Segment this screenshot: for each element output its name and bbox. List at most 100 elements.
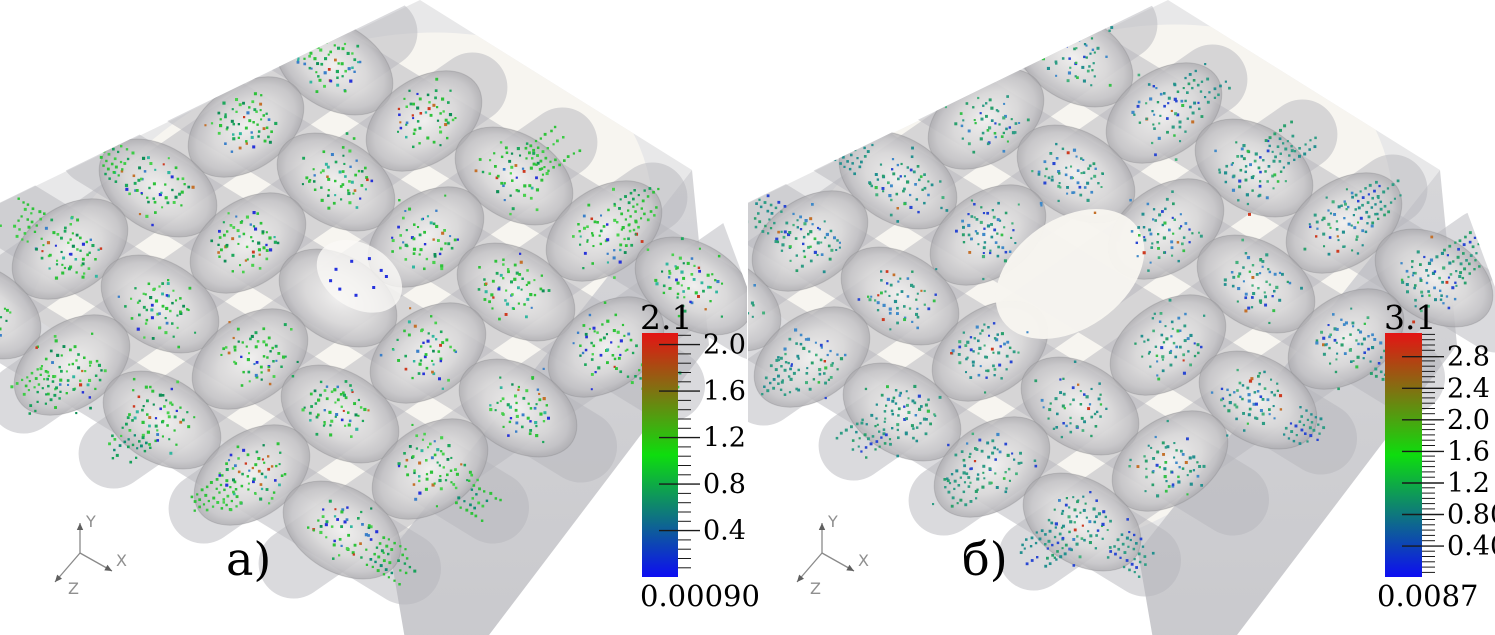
glyph-dot [540, 167, 544, 170]
glyph-dot [474, 514, 478, 518]
glyph-dot [328, 410, 332, 414]
glyph-dot [261, 458, 264, 461]
glyph-dot [643, 212, 646, 216]
glyph-dot [341, 508, 345, 512]
glyph-dot [1459, 262, 1463, 266]
glyph-dot [147, 156, 150, 160]
glyph-dot [411, 376, 414, 380]
yarn-end-stripe-cluster [613, 187, 660, 232]
glyph-dot [552, 166, 555, 169]
glyph-dot [861, 418, 864, 422]
glyph-dot [1381, 377, 1385, 381]
glyph-dot [310, 67, 313, 70]
glyph-dot [1235, 417, 1238, 421]
glyph-dot [318, 78, 322, 82]
glyph-dot [1054, 522, 1058, 526]
glyph-dot [1155, 87, 1158, 90]
glyph-dot [105, 159, 108, 163]
glyph-dot [254, 227, 258, 231]
glyph-dot [1161, 369, 1165, 373]
glyph-dot [347, 191, 351, 196]
missing-yarn-hole [995, 209, 1145, 339]
glyph-dot [511, 207, 515, 211]
glyph-dot [966, 442, 969, 445]
glyph-dot [1289, 422, 1293, 425]
glyph-dot [161, 292, 164, 296]
glyph-dot [990, 235, 994, 239]
glyph-dot [1265, 253, 1269, 257]
glyph-dot [1276, 145, 1280, 148]
glyph-dot [273, 236, 276, 239]
glyph-dot [1075, 47, 1078, 50]
glyph-dot [246, 358, 250, 362]
glyph-dot [336, 518, 340, 521]
glyph-dot [1121, 542, 1125, 546]
glyph-dot [997, 201, 1000, 205]
glyph-dot [1367, 347, 1370, 351]
glyph-dot [1474, 228, 1478, 232]
glyph-dot [1343, 217, 1346, 220]
glyph-dot [1081, 65, 1085, 69]
glyph-dot [792, 212, 795, 216]
glyph-dot [1175, 345, 1179, 349]
glyph-dot [690, 257, 694, 260]
glyph-dot [502, 258, 505, 261]
glyph-dot [429, 345, 432, 348]
glyph-dot [477, 501, 481, 505]
glyph-dot [226, 230, 229, 233]
glyph-dot [1178, 466, 1181, 469]
glyph-dot [360, 184, 364, 187]
glyph-dot [340, 525, 344, 529]
glyph-dot [1138, 234, 1141, 237]
glyph-dot [868, 298, 872, 302]
glyph-dot [280, 365, 283, 368]
glyph-dot [1355, 365, 1359, 369]
glyph-dot [613, 249, 616, 252]
glyph-dot [972, 364, 975, 367]
glyph-dot [755, 202, 758, 205]
glyph-dot [439, 343, 442, 347]
glyph-dot [232, 478, 235, 482]
glyph-dot [896, 321, 899, 325]
glyph-dot [259, 483, 263, 486]
glyph-dot [170, 175, 174, 179]
glyph-dot [242, 370, 245, 374]
glyph-dot [182, 418, 185, 422]
glyph-dot [220, 248, 223, 252]
glyph-dot [248, 352, 251, 355]
glyph-dot [278, 483, 281, 487]
glyph-dot [191, 185, 195, 189]
glyph-dot [43, 212, 46, 215]
glyph-dot [1342, 245, 1345, 249]
glyph-dot [1143, 340, 1146, 343]
glyph-dot [1166, 130, 1169, 134]
glyph-dot [162, 163, 165, 166]
glyph-dot [820, 241, 823, 244]
glyph-dot [1004, 442, 1008, 446]
glyph-dot [241, 341, 244, 344]
glyph-dot [829, 349, 832, 353]
glyph-dot [1244, 165, 1248, 168]
glyph-dot [334, 194, 337, 197]
glyph-dot [509, 194, 512, 197]
glyph-dot [309, 392, 313, 396]
glyph-dot [795, 254, 798, 257]
glyph-dot [427, 107, 431, 111]
glyph-dot [440, 436, 444, 440]
glyph-dot [223, 488, 226, 492]
glyph-dot [979, 137, 983, 141]
glyph-dot [56, 233, 60, 236]
glyph-dot [1323, 245, 1326, 248]
glyph-dot [423, 230, 426, 234]
glyph-dot [558, 163, 561, 167]
glyph-dot [348, 149, 352, 153]
glyph-dot [1329, 226, 1332, 229]
glyph-dot [1258, 372, 1261, 375]
glyph-dot [915, 298, 918, 301]
glyph-dot [58, 397, 61, 400]
glyph-dot [748, 190, 752, 194]
glyph-dot [1357, 342, 1360, 346]
glyph-dot [1054, 526, 1057, 529]
glyph-dot [1073, 528, 1077, 532]
glyph-dot [1442, 266, 1446, 270]
